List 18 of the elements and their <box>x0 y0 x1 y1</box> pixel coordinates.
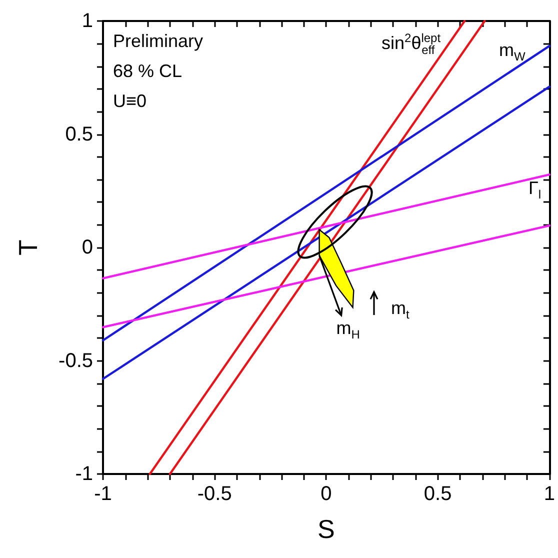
y-tick-label: -0.5 <box>58 350 93 372</box>
y-tick-label: 0 <box>82 236 93 258</box>
x-tick-label: 0.5 <box>424 483 452 505</box>
annotation: 68 % CL <box>113 61 182 81</box>
annotation: m$_{t}$ <box>391 298 410 322</box>
annotation: Preliminary <box>113 31 204 51</box>
annotation: m$_{H}$ <box>336 318 360 342</box>
y-tick-label: 1 <box>82 10 93 32</box>
x-tick-label: 0 <box>320 483 332 505</box>
annotation: U≡0 <box>113 91 147 111</box>
y-tick-label: 0.5 <box>65 123 93 146</box>
x-tick-label: -0.5 <box>197 483 232 505</box>
annotation: Γ$_{l}$ <box>528 178 542 202</box>
y-tick-label: -1 <box>75 463 93 485</box>
annotation: m$_{W}$ <box>499 40 526 64</box>
x-axis-title: S <box>318 514 335 544</box>
x-tick-label: 1 <box>544 483 555 505</box>
y-axis-title: T <box>13 239 43 256</box>
